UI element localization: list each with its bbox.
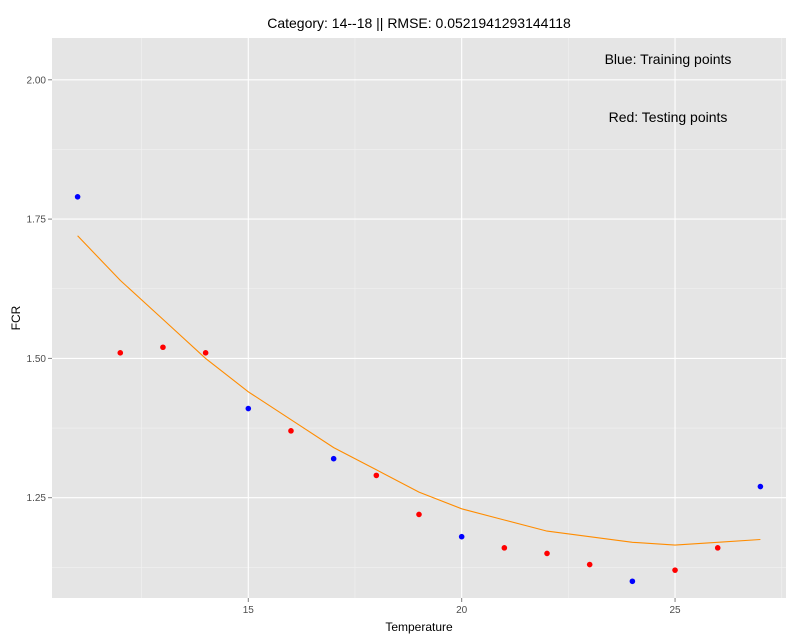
y-axis-title: FCR	[9, 305, 23, 330]
data-point-series-1	[672, 567, 678, 573]
plot-panel	[52, 38, 786, 598]
x-tick-label: 15	[243, 605, 255, 616]
y-tick-label: 1.75	[27, 215, 47, 226]
data-point-series-1	[160, 344, 166, 351]
data-point-series-0	[757, 483, 764, 490]
y-tick-label: 2.00	[27, 75, 47, 86]
data-point-series-1	[202, 350, 209, 356]
x-tick-label: 20	[456, 605, 468, 616]
grid-major	[52, 38, 786, 598]
x-axis-ticks: 15 20 25	[243, 598, 681, 616]
data-point-series-0	[330, 455, 337, 462]
data-point-series-0	[629, 578, 636, 585]
annotation-testing: Red: Testing points	[609, 109, 728, 125]
series-layer	[74, 194, 764, 585]
data-point-series-1	[714, 545, 721, 551]
data-point-series-1	[117, 350, 124, 356]
y-tick-label: 1.25	[27, 493, 47, 504]
data-point-series-1	[416, 511, 422, 518]
y-tick-label: 1.50	[27, 354, 47, 365]
x-axis-title: Temperature	[385, 620, 453, 634]
data-point-series-0	[458, 533, 465, 540]
data-point-series-1	[544, 550, 550, 557]
data-point-series-0	[245, 405, 252, 412]
y-axis-ticks: 1.25 1.50 1.75 2.00	[27, 75, 52, 504]
data-point-series-0	[74, 194, 81, 200]
grid-minor	[52, 38, 786, 598]
annotation-training: Blue: Training points	[605, 51, 732, 67]
data-point-series-1	[373, 472, 380, 479]
data-point-series-1	[501, 545, 508, 551]
chart-title: Category: 14--18 || RMSE: 0.052194129314…	[267, 15, 571, 31]
data-point-series-1	[586, 561, 593, 568]
x-tick-label: 25	[669, 605, 681, 616]
data-point-series-1	[288, 428, 294, 434]
fit-line	[77, 235, 761, 546]
